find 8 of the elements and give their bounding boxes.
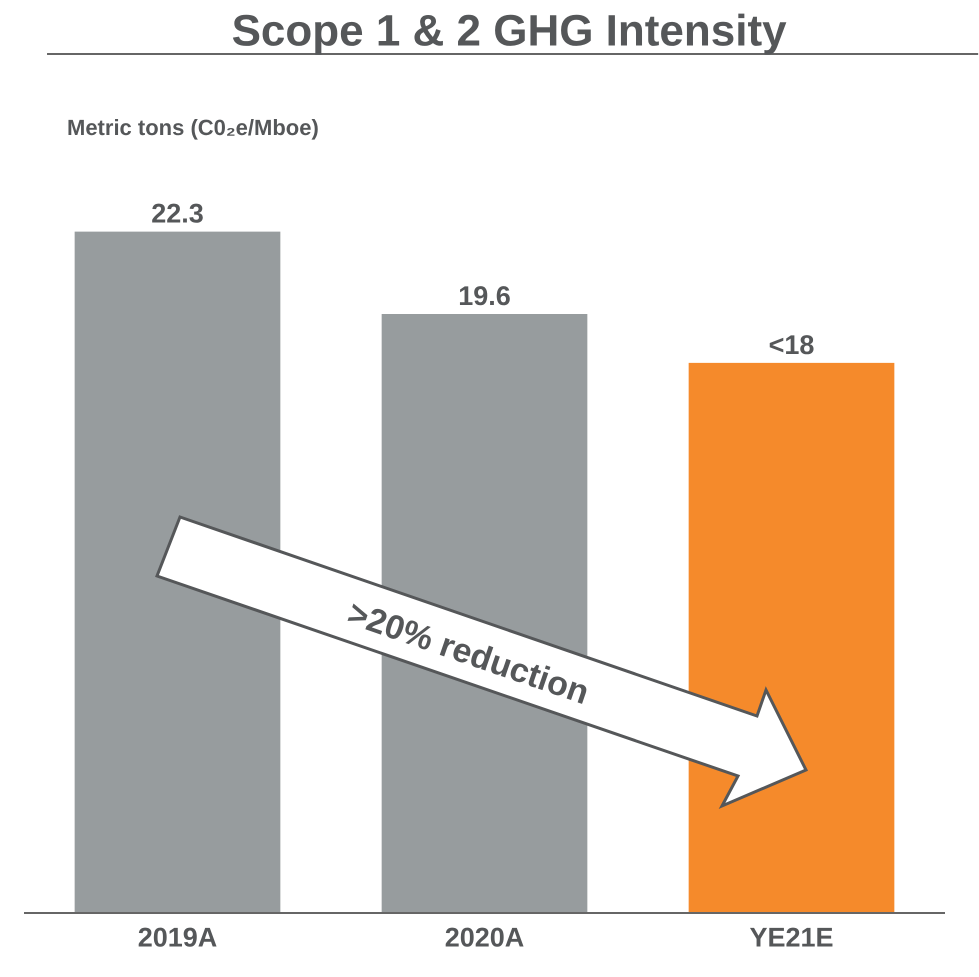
chart-title: Scope 1 & 2 GHG Intensity [232,6,788,56]
text: Metric tons (C0₂e/Mboe) [67,115,319,140]
x-tick-label: 2020A [444,922,524,952]
data-label: 19.6 [458,281,511,312]
x-tick-label: 2019A [138,922,218,952]
x-tick-label: YE21E [749,922,834,952]
data-label: <18 [768,330,814,360]
data-label: 22.3 [151,198,204,229]
